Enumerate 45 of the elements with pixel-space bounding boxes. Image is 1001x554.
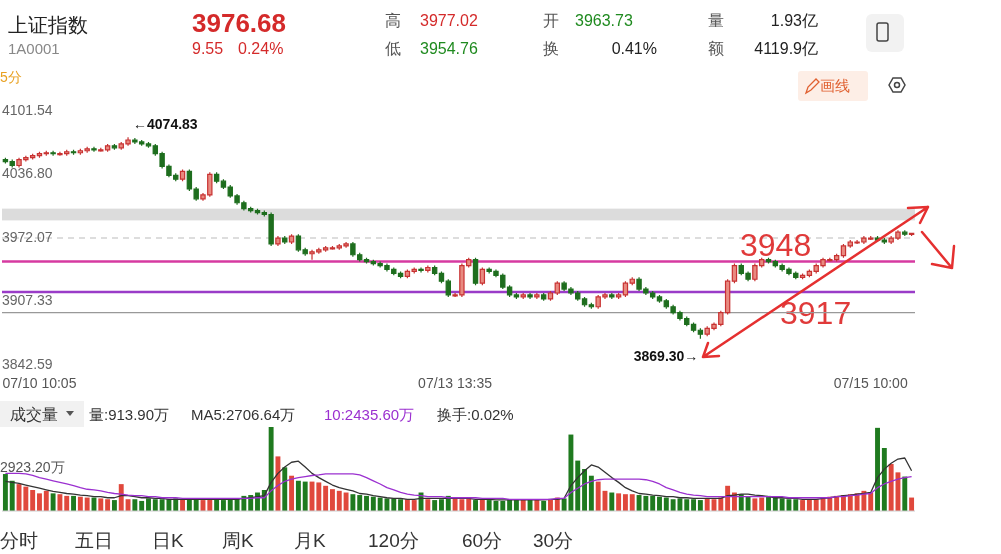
text: 五日 <box>75 530 113 551</box>
text: 量:913.90万 <box>89 406 170 423</box>
y-tick-label: 3907.33 <box>2 292 53 309</box>
text: 低 <box>385 40 401 57</box>
text: 30分 <box>533 530 574 551</box>
text: 换 <box>543 40 559 57</box>
text: 3976.68 <box>192 8 286 38</box>
text: 9.55 <box>192 40 224 57</box>
text: 0.41% <box>611 40 657 57</box>
text: 5分 <box>0 69 22 85</box>
text: 高 <box>385 12 401 29</box>
text: 0.24% <box>238 40 284 57</box>
x-tick-label: 07/10 10:05 <box>2 375 77 391</box>
annotation: ←4074.83 <box>133 116 198 133</box>
text: 成交量 <box>10 406 58 423</box>
text: 周K <box>222 530 254 551</box>
x-tick-label: 07/13 13:35 <box>418 375 493 391</box>
text: 10:2435.60万 <box>324 406 415 423</box>
text: 画线 <box>820 77 850 94</box>
annotation: 2923.20万 <box>0 459 65 475</box>
y-tick-label: 4101.54 <box>2 101 53 118</box>
y-tick-label: 3842.59 <box>2 355 53 372</box>
x-tick-label: 07/15 10:00 <box>833 375 908 391</box>
ref-line-label: 3917 <box>780 295 852 332</box>
text: 3977.02 <box>420 12 478 29</box>
text: 量 <box>708 12 724 29</box>
text: 日K <box>152 530 184 551</box>
text: 换手:0.02% <box>437 406 514 423</box>
ref-line-label: 3948 <box>740 226 812 263</box>
y-tick-label: 3972.07 <box>2 228 53 245</box>
text: 60分 <box>462 530 503 551</box>
text: 上证指数 <box>8 14 88 36</box>
text: 1.93亿 <box>770 12 818 29</box>
text: 分时 <box>0 530 38 551</box>
text: 月K <box>294 530 326 551</box>
text: 1A0001 <box>8 40 60 57</box>
text: 额 <box>708 40 724 57</box>
text: 3963.73 <box>575 12 633 29</box>
text: 3954.76 <box>420 40 478 57</box>
text: 120分 <box>368 530 419 551</box>
y-tick-label: 4036.80 <box>2 165 53 182</box>
text: 4119.9亿 <box>754 40 818 57</box>
text: 开 <box>543 12 559 29</box>
annotation: 3869.30→ <box>633 347 699 364</box>
text: MA5:2706.64万 <box>191 406 296 423</box>
